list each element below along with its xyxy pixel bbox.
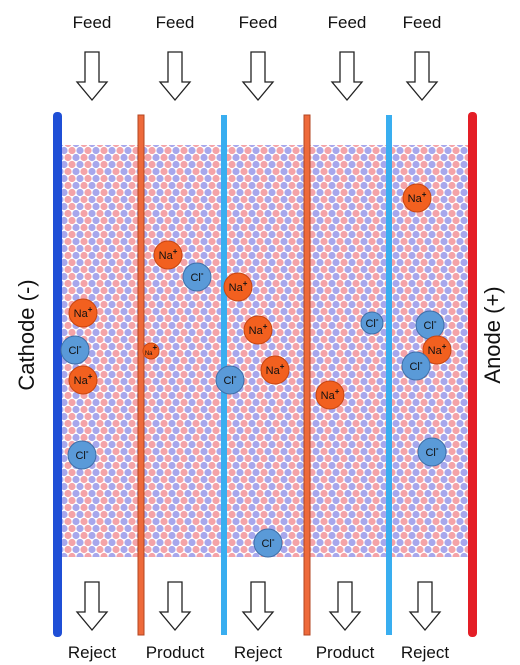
ion-charge: - (420, 358, 423, 367)
ion-charge: + (422, 190, 427, 199)
ion-symbol: Na (428, 345, 443, 357)
ion-symbol: Cl (223, 375, 233, 387)
anode (468, 112, 477, 637)
ion-symbol: Na (321, 390, 336, 402)
ion-charge: - (234, 372, 237, 381)
ion-symbol: Na (408, 193, 423, 205)
ion-charge: + (243, 279, 248, 288)
flow-arrow (77, 582, 107, 630)
feed-label: Feed (73, 13, 112, 32)
feed-label: Feed (239, 13, 278, 32)
membrane-orange (304, 115, 310, 635)
ion-charge: + (280, 362, 285, 371)
ion-symbol: Na (159, 250, 174, 262)
flow-arrow (330, 582, 360, 630)
feed-label: Feed (403, 13, 442, 32)
ion-symbol: Cl (423, 320, 433, 332)
ion-charge: - (376, 315, 379, 324)
outlet-label: Reject (234, 643, 282, 662)
ion-charge: - (86, 447, 89, 456)
ion-symbol: Cl (365, 318, 375, 330)
membrane-blue (386, 115, 392, 635)
ion-symbol: Cl (425, 447, 435, 459)
ion-symbol: Cl (261, 538, 271, 550)
outlet-label: Reject (401, 643, 449, 662)
flow-arrow (332, 52, 362, 100)
flow-arrow (243, 52, 273, 100)
ion-charge: - (79, 342, 82, 351)
ion-charge: - (436, 444, 439, 453)
ion-charge: - (272, 535, 275, 544)
ion-charge: + (335, 387, 340, 396)
ion-charge: - (201, 269, 204, 278)
flow-arrow (243, 582, 273, 630)
ion-symbol: Cl (75, 450, 85, 462)
feed-label: Feed (156, 13, 195, 32)
electrodialysis-diagram: Cathode (-) Anode (+) Feed Feed Feed Feed Fe… (0, 0, 520, 665)
anode-label: Anode (+) (480, 286, 505, 383)
ion-charge: + (263, 322, 268, 331)
cathode-label: Cathode (-) (14, 279, 39, 390)
ion-symbol: Na (74, 375, 89, 387)
ion-charge: + (88, 372, 93, 381)
ion-symbol: Cl (409, 361, 419, 373)
ion-charge: + (88, 305, 93, 314)
flow-arrow (410, 582, 440, 630)
outlet-label: Product (146, 643, 205, 662)
ion-symbol: Na (229, 282, 244, 294)
flow-arrow (77, 52, 107, 100)
ion-symbol: Cl (68, 345, 78, 357)
ion-symbol: Na (266, 365, 281, 377)
flow-arrow (407, 52, 437, 100)
ion-charge: - (434, 317, 437, 326)
flow-arrow (160, 52, 190, 100)
flow-arrow (160, 582, 190, 630)
outlet-label: Product (316, 643, 375, 662)
membrane-orange (138, 115, 144, 635)
ion-symbol: Cl (190, 272, 200, 284)
ion-charge: + (442, 342, 447, 351)
cathode (53, 112, 62, 637)
ion-charge: + (173, 247, 178, 256)
ion-symbol: Na (249, 325, 264, 337)
outlet-label: Reject (68, 643, 116, 662)
feed-label: Feed (328, 13, 367, 32)
ion-symbol: Na (74, 308, 89, 320)
ion-charge: + (153, 343, 158, 352)
